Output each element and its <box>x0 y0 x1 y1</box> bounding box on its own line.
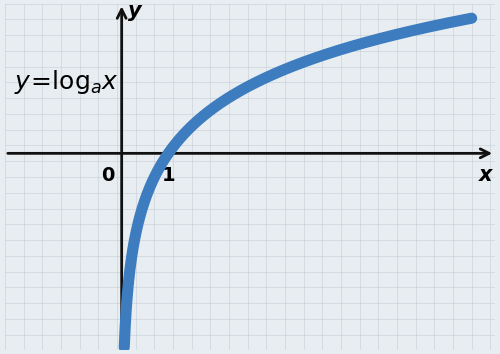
Text: $y\!=\!\log_a\!x$: $y\!=\!\log_a\!x$ <box>14 68 119 96</box>
Text: 1: 1 <box>162 166 175 184</box>
Text: x: x <box>479 165 492 185</box>
Text: y: y <box>128 1 141 22</box>
Text: 0: 0 <box>101 166 114 184</box>
